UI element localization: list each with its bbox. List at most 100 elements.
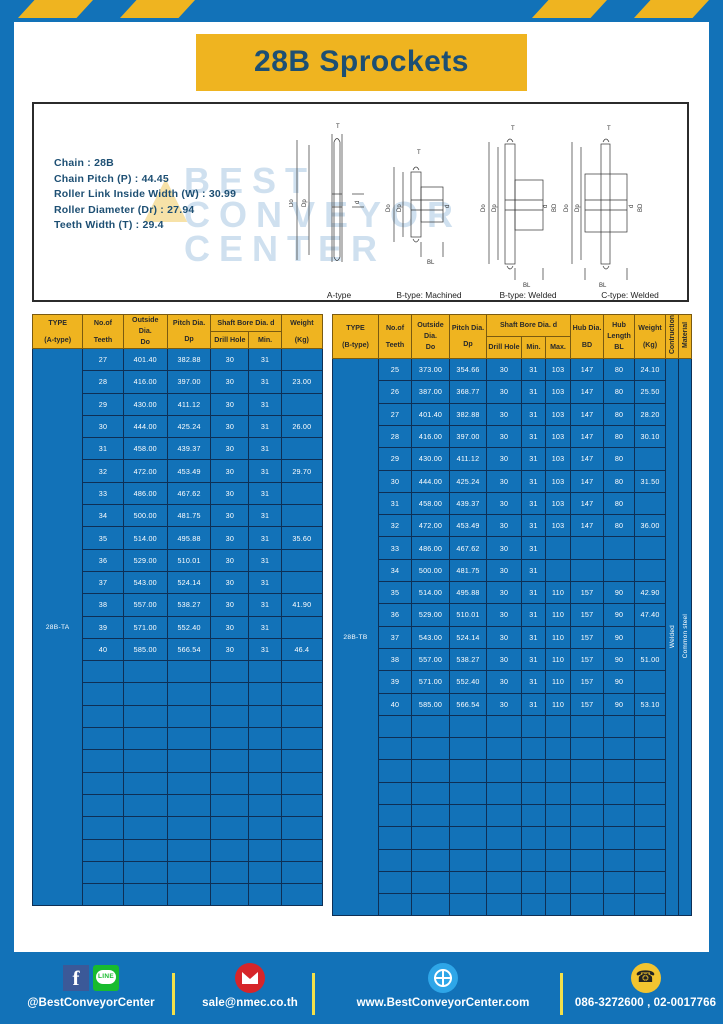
- cell-weight: 28.20: [634, 402, 667, 426]
- table-row: 40 585.00 566.54 30 31 110 157 90 53.10: [333, 692, 692, 716]
- cell-drill: 30: [486, 491, 522, 516]
- svg-text:T: T: [336, 124, 340, 130]
- cell-weight: 31.50: [634, 469, 667, 493]
- cell-dp: [166, 860, 212, 885]
- cell-drill: 30: [210, 370, 250, 394]
- cell-min: [521, 893, 546, 917]
- cell-dp: 411.12: [449, 447, 487, 471]
- cell-weight: [280, 437, 324, 461]
- facebook-icon[interactable]: f: [63, 965, 89, 991]
- cell-weight: [280, 838, 324, 862]
- cell-bd: [570, 893, 605, 917]
- cell-do: [411, 803, 450, 828]
- cell-bl: 80: [603, 491, 636, 516]
- footer-social[interactable]: f LINE @BestConveyorCenter: [0, 961, 182, 1009]
- table-row: 39 571.00 552.40 30 31 110 157 90: [333, 670, 692, 694]
- cell-max: [544, 826, 572, 850]
- cell-weight: [634, 491, 667, 516]
- cell-min: 31: [521, 625, 546, 649]
- cell-weight: [280, 816, 324, 840]
- svg-text:BL: BL: [599, 283, 607, 289]
- cell-drill: 30: [210, 504, 250, 528]
- cell-min: [248, 793, 282, 818]
- cell-weight: [634, 848, 667, 872]
- cell-dp: 566.54: [166, 637, 212, 662]
- footer-email[interactable]: sale@nmec.co.th: [180, 961, 320, 1009]
- cell-bl: [603, 893, 636, 917]
- col-outside-l3: Do: [425, 343, 436, 352]
- col-pitch-dia: Pitch Dia. Dp: [166, 314, 212, 349]
- svg-text:d: d: [445, 205, 451, 208]
- facebook-handle[interactable]: @BestConveyorCenter: [27, 997, 155, 1009]
- cell-weight: 30.10: [634, 424, 667, 449]
- col-min: Min.: [248, 331, 282, 349]
- email-address[interactable]: sale@nmec.co.th: [202, 997, 298, 1009]
- cell-dp: 368.77: [449, 380, 487, 404]
- line-icon[interactable]: LINE: [93, 965, 119, 991]
- col-weight: Weight (Kg): [634, 313, 667, 360]
- table-row: [333, 826, 692, 850]
- cell-teeth: [82, 771, 124, 795]
- globe-icon[interactable]: [428, 963, 458, 993]
- cell-do: 557.00: [122, 593, 168, 617]
- email-icon[interactable]: [235, 963, 265, 993]
- cell-teeth: 33: [378, 536, 412, 560]
- cell-min: [248, 860, 282, 885]
- cell-teeth: 25: [378, 358, 412, 382]
- table-row: 36 529.00 510.01 30 31 110 157 90 47.40: [333, 603, 692, 627]
- website-url[interactable]: www.BestConveyorCenter.com: [356, 997, 530, 1009]
- content-card: 28B Sprockets ▲ BEST CONVEYOR CENTER Cha…: [14, 22, 709, 952]
- table-row: 35 514.00 495.88 30 31 110 157 90 42.90: [333, 581, 692, 605]
- phone-icon[interactable]: ☎: [630, 963, 661, 993]
- cell-weight: [634, 625, 667, 649]
- cell-weight: 35.60: [280, 526, 324, 550]
- table-header-row: TYPE (B-type) No.of Teeth Outside: [332, 313, 693, 360]
- cell-bd: 157: [570, 603, 605, 627]
- table-row: [33, 660, 324, 684]
- cell-teeth: 29: [378, 447, 412, 471]
- cell-bl: 80: [603, 424, 636, 449]
- cell-bl: [603, 558, 636, 583]
- table-row: [33, 704, 324, 729]
- table-row: 32 472.00 453.49 30 31 103 147 80 36.00: [333, 514, 692, 538]
- cell-do: 472.00: [122, 459, 168, 483]
- cell-min: [521, 781, 546, 805]
- cell-teeth: 36: [378, 603, 412, 627]
- cell-do: 444.00: [411, 469, 450, 493]
- spec-list: Chain : 28B Chain Pitch (P) : 44.45 Roll…: [54, 156, 236, 234]
- cell-weight: [280, 548, 324, 572]
- cell-drill: 30: [486, 670, 522, 694]
- cell-drill: [210, 682, 250, 706]
- table-row: 28 416.00 397.00 30 31 23.00: [33, 370, 324, 394]
- cell-do: 571.00: [122, 615, 168, 639]
- left-table-body: 28B-TA 27 401.40 382.88 30 31 28 416.00 397.00 30…: [31, 347, 324, 907]
- col-teeth: No.of Teeth: [378, 313, 412, 360]
- table-row: 34 500.00 481.75 30 31: [333, 558, 692, 583]
- cell-weight: [280, 883, 324, 907]
- col-outside-l1: Outside: [417, 321, 444, 330]
- cell-dp: 538.27: [166, 593, 212, 617]
- cell-drill: [486, 848, 522, 872]
- footer-website[interactable]: www.BestConveyorCenter.com: [320, 961, 566, 1009]
- col-pitch-l1: Pitch Dia.: [172, 319, 206, 327]
- col-type-sub: (B-type): [342, 340, 369, 349]
- cell-drill: [210, 816, 250, 840]
- cell-max: 110: [544, 692, 572, 716]
- cell-do: [411, 826, 450, 850]
- table-row: [33, 883, 324, 907]
- col-hublen-l2: Length: [607, 332, 631, 341]
- top-chevron-band: [0, 0, 723, 18]
- footer-phone[interactable]: ☎ 086-3272600 , 02-0017766: [568, 961, 723, 1009]
- cell-drill: 30: [210, 437, 250, 461]
- cell-weight: [280, 727, 324, 751]
- phone-numbers[interactable]: 086-3272600 , 02-0017766: [574, 997, 717, 1009]
- svg-text:BD: BD: [552, 203, 558, 212]
- cell-teeth: [378, 714, 412, 739]
- table-row: 28B-TA 27 401.40 382.88 30 31: [31, 347, 324, 907]
- cell-min: [248, 749, 282, 773]
- cell-bd: 147: [570, 469, 605, 493]
- cell-dp: 566.54: [449, 692, 487, 716]
- cell-drill: 30: [486, 603, 522, 627]
- cell-weight: 24.10: [634, 358, 667, 382]
- spec-roller-diameter: Roller Diameter (Dr) : 27.94: [54, 203, 195, 216]
